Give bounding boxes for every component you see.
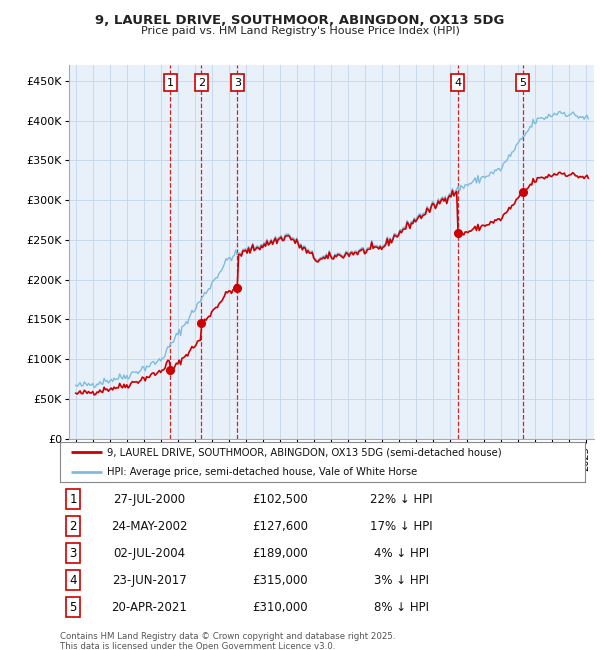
Text: 4: 4: [70, 574, 77, 587]
Text: 20-APR-2021: 20-APR-2021: [112, 601, 187, 614]
Text: £102,500: £102,500: [253, 493, 308, 506]
Text: 2: 2: [198, 77, 205, 88]
Text: 5: 5: [519, 77, 526, 88]
Text: £189,000: £189,000: [253, 547, 308, 560]
Text: 2: 2: [70, 519, 77, 532]
Text: £127,600: £127,600: [253, 519, 308, 532]
Text: £315,000: £315,000: [253, 574, 308, 587]
Text: HPI: Average price, semi-detached house, Vale of White Horse: HPI: Average price, semi-detached house,…: [107, 467, 418, 477]
Text: 17% ↓ HPI: 17% ↓ HPI: [370, 519, 433, 532]
Text: 3: 3: [70, 547, 77, 560]
Text: 8% ↓ HPI: 8% ↓ HPI: [374, 601, 429, 614]
Text: 1: 1: [70, 493, 77, 506]
Text: 22% ↓ HPI: 22% ↓ HPI: [370, 493, 433, 506]
Text: 9, LAUREL DRIVE, SOUTHMOOR, ABINGDON, OX13 5DG: 9, LAUREL DRIVE, SOUTHMOOR, ABINGDON, OX…: [95, 14, 505, 27]
Text: 3% ↓ HPI: 3% ↓ HPI: [374, 574, 429, 587]
Text: 23-JUN-2017: 23-JUN-2017: [112, 574, 187, 587]
Text: 1: 1: [167, 77, 174, 88]
Text: 02-JUL-2004: 02-JUL-2004: [113, 547, 185, 560]
Text: 4% ↓ HPI: 4% ↓ HPI: [374, 547, 429, 560]
Text: 24-MAY-2002: 24-MAY-2002: [111, 519, 187, 532]
Text: This data is licensed under the Open Government Licence v3.0.: This data is licensed under the Open Gov…: [60, 642, 335, 650]
Text: £310,000: £310,000: [253, 601, 308, 614]
Text: 5: 5: [70, 601, 77, 614]
Text: 3: 3: [234, 77, 241, 88]
Text: 9, LAUREL DRIVE, SOUTHMOOR, ABINGDON, OX13 5DG (semi-detached house): 9, LAUREL DRIVE, SOUTHMOOR, ABINGDON, OX…: [107, 447, 502, 457]
Text: 4: 4: [454, 77, 461, 88]
Text: Contains HM Land Registry data © Crown copyright and database right 2025.: Contains HM Land Registry data © Crown c…: [60, 632, 395, 641]
Text: Price paid vs. HM Land Registry's House Price Index (HPI): Price paid vs. HM Land Registry's House …: [140, 26, 460, 36]
Text: 27-JUL-2000: 27-JUL-2000: [113, 493, 185, 506]
